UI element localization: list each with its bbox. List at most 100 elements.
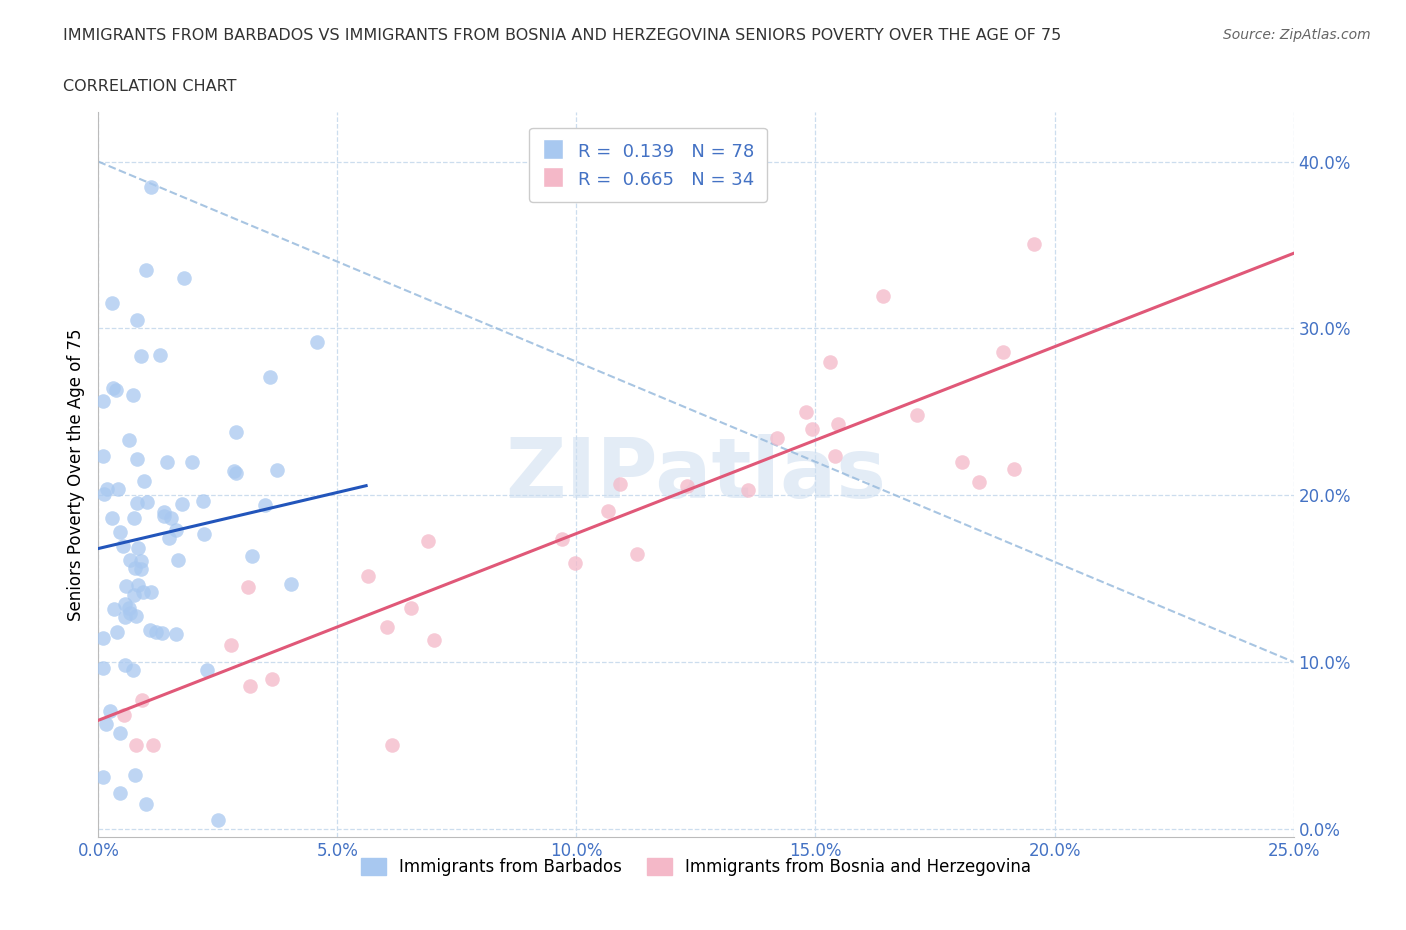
Point <box>136 494 159 509</box>
Point <box>280 577 302 591</box>
Point <box>150 626 173 641</box>
Point <box>129 554 152 569</box>
Point <box>101 511 124 525</box>
Point <box>375 619 398 634</box>
Point <box>91 393 114 408</box>
Point <box>118 601 141 616</box>
Point <box>824 448 846 463</box>
Point <box>794 405 817 419</box>
Point <box>193 526 215 541</box>
Point <box>127 452 149 467</box>
Point <box>872 289 894 304</box>
Point <box>564 556 586 571</box>
Point <box>1022 237 1045 252</box>
Point <box>108 525 131 539</box>
Text: IMMIGRANTS FROM BARBADOS VS IMMIGRANTS FROM BOSNIA AND HERZEGOVINA SENIORS POVER: IMMIGRANTS FROM BARBADOS VS IMMIGRANTS F… <box>63 28 1062 43</box>
Point <box>122 588 145 603</box>
Point <box>160 510 183 525</box>
Point <box>142 737 165 752</box>
Point <box>827 417 849 432</box>
Point <box>1002 461 1025 476</box>
Point <box>153 504 176 519</box>
Point <box>950 455 973 470</box>
Point <box>122 511 145 525</box>
Point <box>127 578 149 592</box>
Point <box>125 496 148 511</box>
Point <box>180 454 202 469</box>
Point <box>152 508 174 523</box>
Point <box>124 768 146 783</box>
Point <box>423 632 446 647</box>
Point <box>91 660 114 675</box>
Point <box>93 487 115 502</box>
Point <box>139 585 162 600</box>
Point <box>416 534 439 549</box>
Point <box>100 296 122 311</box>
Point <box>139 179 162 194</box>
Point <box>766 431 789 445</box>
Point <box>118 432 141 447</box>
Point <box>238 579 260 594</box>
Point <box>598 504 620 519</box>
Point <box>132 473 155 488</box>
Point <box>399 601 422 616</box>
Point <box>124 561 146 576</box>
Point <box>96 717 118 732</box>
Point <box>225 465 247 480</box>
Point <box>262 671 284 686</box>
Point <box>239 678 262 693</box>
Point <box>266 462 288 477</box>
Point <box>108 786 131 801</box>
Point <box>149 347 172 362</box>
Point <box>626 546 648 561</box>
Text: Source: ZipAtlas.com: Source: ZipAtlas.com <box>1223 28 1371 42</box>
Point <box>91 449 114 464</box>
Point <box>173 271 195 286</box>
Point <box>132 585 155 600</box>
Point <box>139 622 162 637</box>
Point <box>967 475 990 490</box>
Point <box>381 737 404 752</box>
Point <box>98 704 121 719</box>
Point <box>118 552 141 567</box>
Point <box>818 354 841 369</box>
Point <box>737 483 759 498</box>
Point <box>165 523 187 538</box>
Point <box>91 769 114 784</box>
Point <box>195 662 218 677</box>
Point <box>259 369 281 384</box>
Point <box>124 609 146 624</box>
Point <box>112 538 135 553</box>
Point <box>122 662 145 677</box>
Point <box>103 380 125 395</box>
Point <box>129 349 152 364</box>
Point <box>905 407 928 422</box>
Point <box>107 482 129 497</box>
Point <box>240 549 263 564</box>
Point <box>96 482 118 497</box>
Point <box>676 479 699 494</box>
Point <box>114 596 136 611</box>
Point <box>125 312 148 327</box>
Point <box>105 625 128 640</box>
Point <box>127 540 149 555</box>
Point <box>172 497 194 512</box>
Point <box>191 494 214 509</box>
Point <box>219 637 242 652</box>
Point <box>253 498 276 512</box>
Point <box>114 610 136 625</box>
Point <box>609 476 631 491</box>
Point <box>91 631 114 645</box>
Point <box>207 813 229 828</box>
Legend: Immigrants from Barbados, Immigrants from Bosnia and Herzegovina: Immigrants from Barbados, Immigrants fro… <box>354 852 1038 883</box>
Point <box>120 605 142 620</box>
Point <box>135 796 157 811</box>
Point <box>167 552 190 567</box>
Text: CORRELATION CHART: CORRELATION CHART <box>63 79 236 94</box>
Point <box>103 602 125 617</box>
Point <box>122 388 145 403</box>
Point <box>801 421 824 436</box>
Point <box>165 627 187 642</box>
Point <box>156 455 179 470</box>
Point <box>135 262 157 277</box>
